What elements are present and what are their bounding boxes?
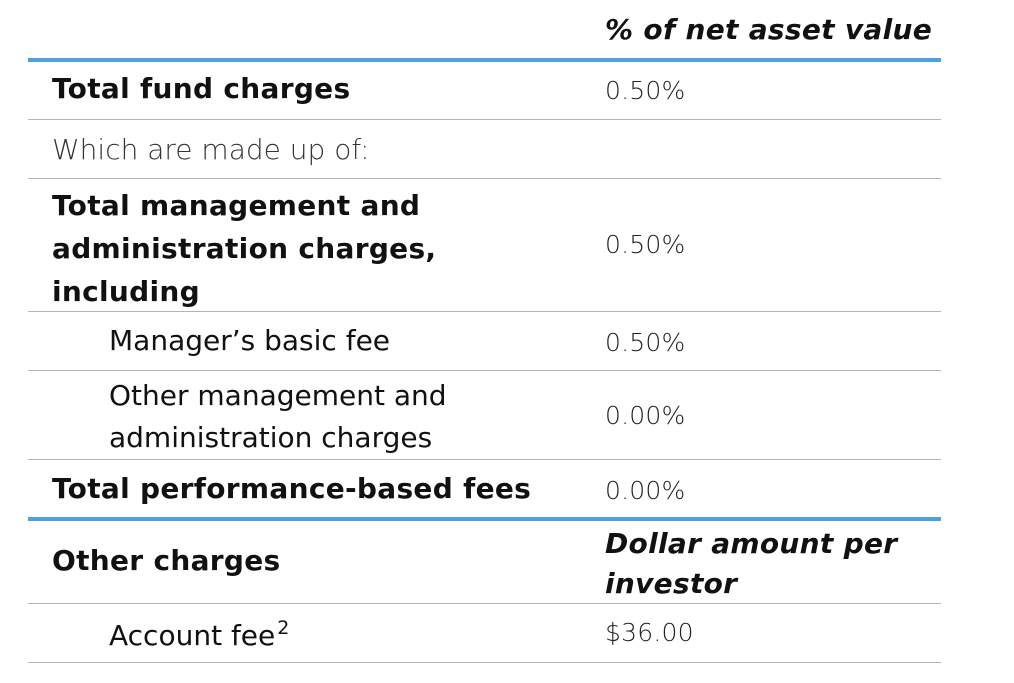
row-label-line: administration charges (109, 421, 433, 454)
table-row-total-management: Total management and administration char… (28, 180, 941, 312)
footnote-marker: 2 (277, 617, 290, 639)
row-value: $36.00 (605, 618, 694, 647)
row-value: 0.50% (605, 328, 686, 357)
column-heading-line: investor (605, 567, 738, 600)
section-label: Other charges (52, 544, 281, 577)
column-heading: % of net asset value (605, 13, 933, 46)
row-label: Other management and administration char… (109, 375, 447, 459)
row-label: Total management and administration char… (52, 184, 436, 313)
row-value: 0.50% (605, 76, 686, 105)
row-label: Total fund charges (52, 72, 351, 105)
column-heading-line: Dollar amount per (605, 527, 898, 560)
row-label: Manager’s basic fee (109, 324, 391, 357)
row-value: 0.00% (605, 401, 686, 430)
row-label: Account fee 2 (109, 617, 289, 652)
table-row-made-up-of: Which are made up of: (28, 121, 941, 179)
table-row-account-fee: Account fee 2 $36.00 (28, 605, 941, 663)
table-row-total-performance-fees: Total performance-based fees 0.00% (28, 461, 941, 521)
table-row-managers-basic-fee: Manager’s basic fee 0.50% (28, 313, 941, 371)
row-label-text: Account fee (109, 619, 276, 652)
row-value: 0.00% (605, 476, 686, 505)
table-header: % of net asset value (28, 0, 941, 62)
row-label: Total performance-based fees (52, 472, 532, 505)
row-label-line: administration charges, (52, 232, 437, 265)
table-row-other-management: Other management and administration char… (28, 372, 941, 460)
row-label: Which are made up of: (52, 133, 370, 166)
row-label-line: including (52, 275, 200, 308)
table-row-total-fund-charges: Total fund charges 0.50% (28, 62, 941, 120)
row-value: 0.50% (605, 230, 686, 259)
table-row-other-charges: Other charges Dollar amount per investor (28, 521, 941, 604)
row-label-line: Total management and (52, 189, 421, 222)
column-heading-dollar: Dollar amount per investor (605, 524, 897, 604)
row-label-line: Other management and (109, 379, 447, 412)
